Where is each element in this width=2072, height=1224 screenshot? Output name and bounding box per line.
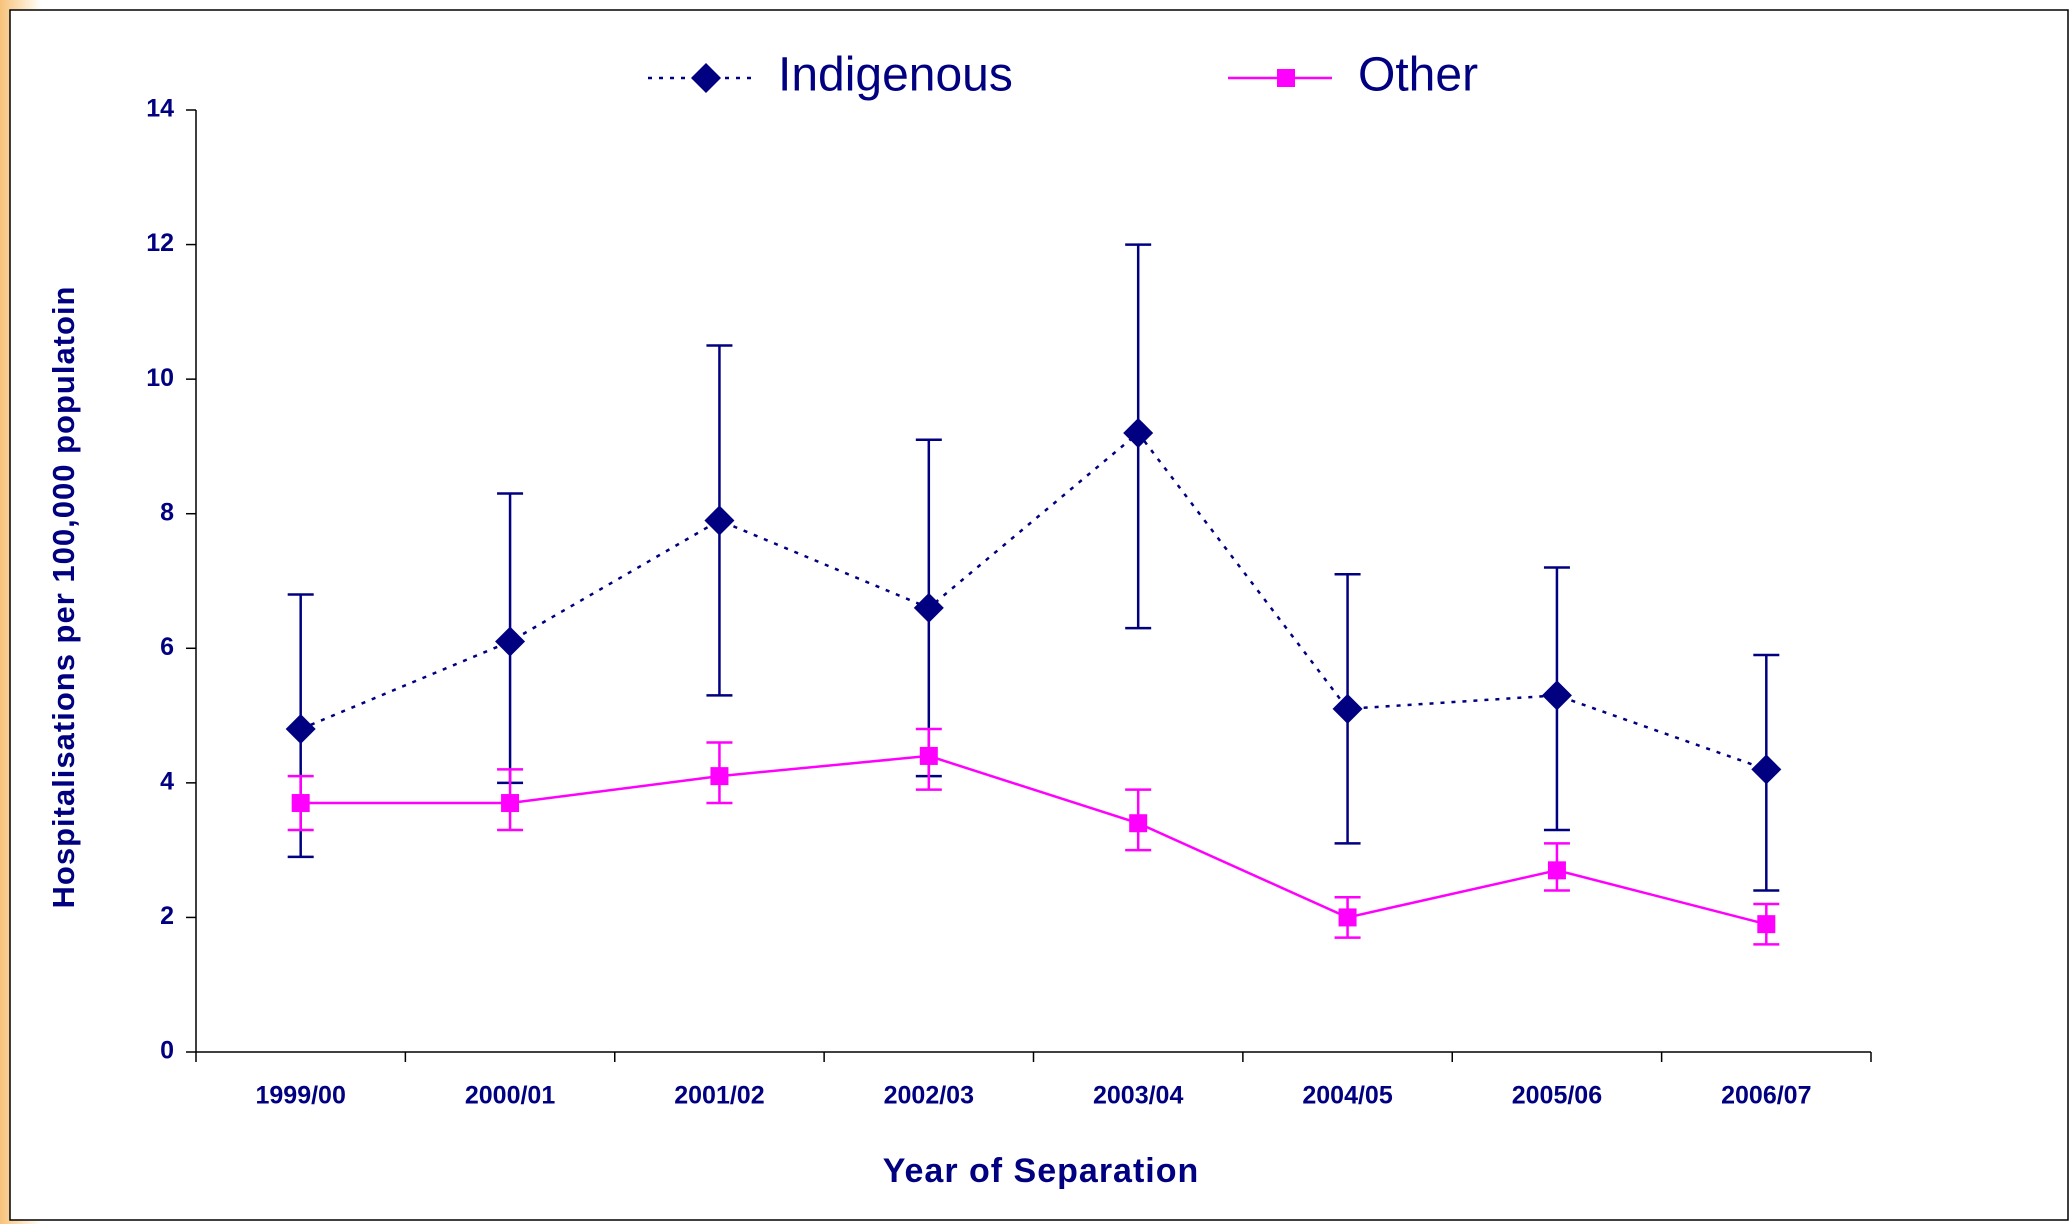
chart-area — [9, 9, 2069, 1221]
y-tick-label: 12 — [146, 229, 174, 257]
data-point — [919, 746, 938, 765]
y-axis-title: Hospitalisations per 100,000 populatoin — [46, 286, 81, 909]
x-tick-label: 1999/00 — [256, 1082, 346, 1110]
y-tick-label: 6 — [160, 633, 174, 661]
y-tick-label: 10 — [146, 364, 174, 392]
x-axis-title: Year of Separation — [883, 1152, 1200, 1190]
data-point — [913, 592, 944, 623]
legend-marker — [1277, 69, 1295, 87]
data-point — [1332, 693, 1363, 724]
data-point — [1757, 915, 1776, 934]
legend-label: Indigenous — [778, 49, 1013, 102]
y-tick-label: 8 — [160, 498, 174, 526]
x-tick-label: 2003/04 — [1093, 1082, 1183, 1110]
data-point — [710, 767, 729, 786]
y-tick-label: 14 — [146, 95, 174, 123]
x-tick-label: 2005/06 — [1512, 1082, 1602, 1110]
x-tick-label: 2001/02 — [674, 1082, 764, 1110]
series-line — [300, 431, 1767, 771]
x-tick-label: 2004/05 — [1302, 1082, 1392, 1110]
data-point — [495, 626, 526, 657]
y-tick-label: 0 — [160, 1037, 174, 1065]
data-point — [291, 794, 310, 813]
series-line — [300, 754, 1767, 926]
legend-label: Other — [1358, 49, 1478, 102]
data-point — [1541, 680, 1572, 711]
data-point — [1751, 754, 1782, 785]
data-point — [704, 505, 735, 536]
y-tick-label: 2 — [160, 902, 174, 930]
x-tick-label: 2000/01 — [465, 1082, 555, 1110]
data-point — [1123, 417, 1154, 448]
data-point — [1338, 908, 1357, 927]
x-tick-label: 2006/07 — [1721, 1082, 1811, 1110]
y-tick-label: 4 — [160, 767, 174, 795]
data-point — [1547, 861, 1566, 880]
data-point — [285, 714, 316, 745]
data-point — [501, 794, 520, 813]
legend-marker — [691, 63, 721, 93]
x-tick-label: 2002/03 — [884, 1082, 974, 1110]
data-point — [1129, 814, 1148, 833]
